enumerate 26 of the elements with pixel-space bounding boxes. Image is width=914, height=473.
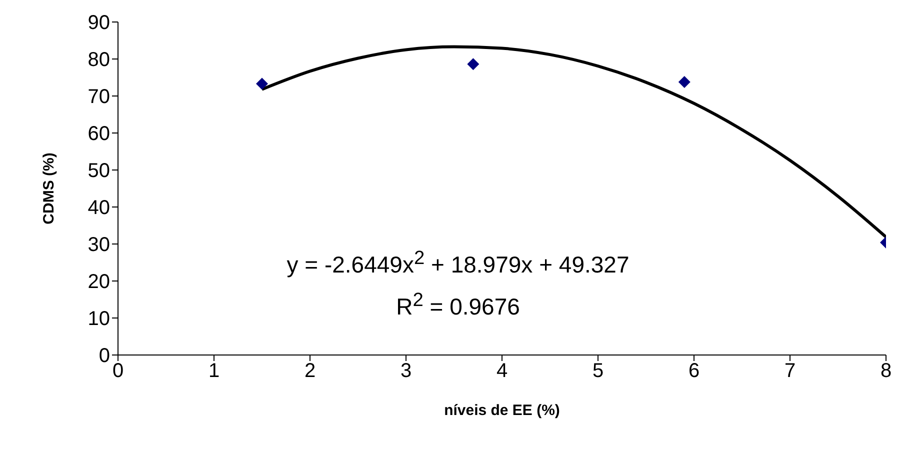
point	[467, 58, 480, 70]
x-tick-label: 3	[400, 360, 412, 382]
y-tick-label: 40	[88, 197, 110, 220]
y-tick-label: 30	[88, 234, 110, 256]
y-tick-label: 60	[88, 123, 110, 146]
x-tick-label: 7	[784, 360, 796, 382]
y-tick-label: 20	[88, 271, 110, 294]
point	[256, 78, 268, 90]
annotation: y = -2.6449x$^{2}$ + 18.979x + 49.327	[286, 248, 630, 279]
y-tick-label: 80	[88, 49, 110, 72]
x-tick-label: 2	[304, 360, 316, 382]
point	[678, 76, 690, 88]
y-tick-label: 50	[88, 160, 110, 182]
x-tick-label: 0	[112, 360, 124, 382]
x-tick-label: 1	[208, 360, 220, 382]
x-tick-label: 6	[688, 360, 700, 382]
y-tick-label: 90	[88, 12, 110, 34]
y-axis-title: CDMS (%)	[40, 152, 58, 224]
annotation: R$^{2}$ = 0.9676	[395, 290, 521, 321]
x-tick-label: 4	[496, 360, 508, 382]
y-tick-label: 0	[98, 345, 110, 368]
x-axis-title: níveis de EE (%)	[444, 402, 560, 419]
y-tick-label: 70	[88, 86, 110, 108]
y-tick-label: 10	[88, 308, 110, 330]
x-tick-label: 8	[880, 360, 892, 382]
x-tick-label: 5	[592, 360, 604, 382]
